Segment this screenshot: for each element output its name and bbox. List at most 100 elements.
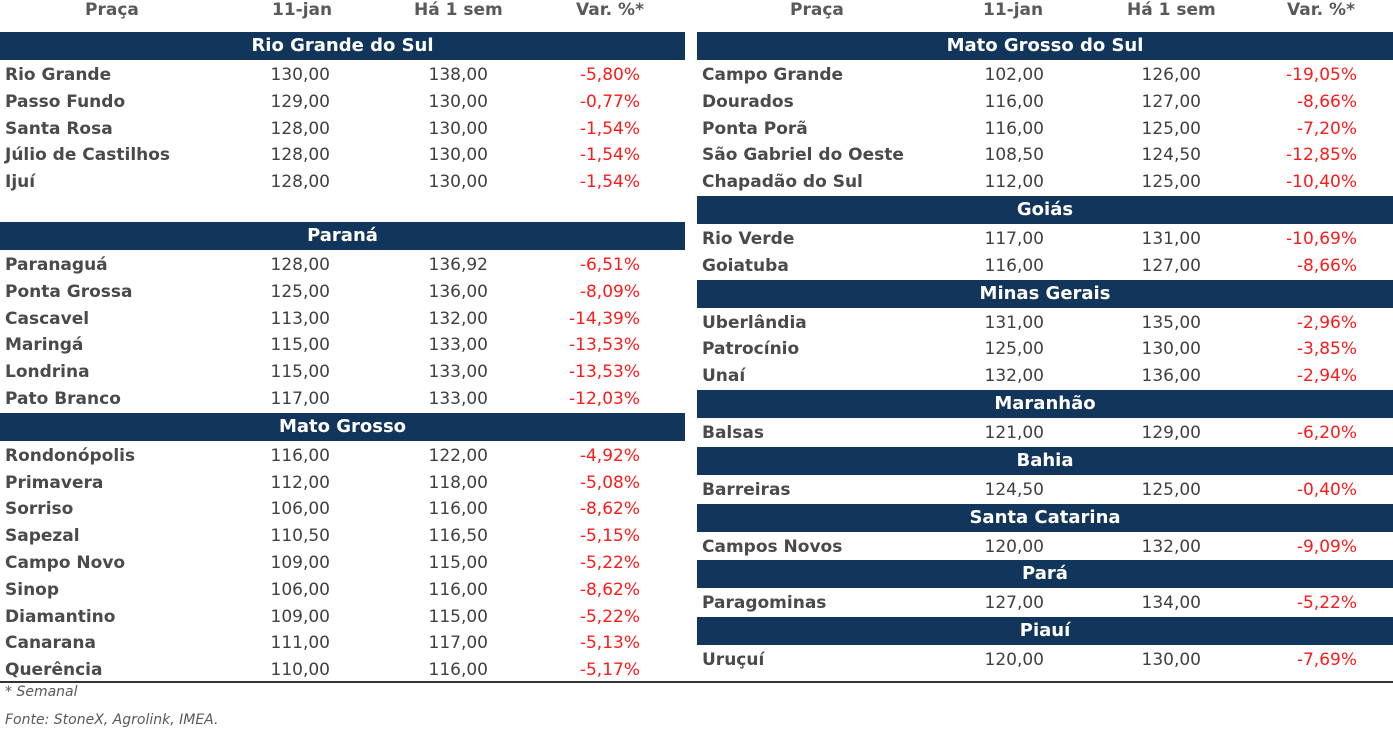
table-row: Londrina 115,00 133,00 -13,53% [0, 359, 685, 386]
price-prev-week: 130,00 [428, 172, 488, 193]
right-table-body: Mato Grosso do Sul Campo Grande 102,00 126,… [697, 32, 1393, 674]
variation-pct: -1,54% [579, 118, 640, 139]
variation-pct: -0,40% [1296, 479, 1357, 500]
price-current: 132,00 [984, 366, 1044, 387]
praca-name: Uruçuí [702, 650, 765, 671]
state-section-header: Pará [697, 560, 1393, 589]
praca-name: Rio Verde [702, 228, 795, 249]
praca-name: Unaí [702, 366, 746, 387]
table-row: Campos Novos 120,00 132,00 -9,09% [697, 534, 1393, 561]
variation-pct: -5,22% [579, 606, 640, 627]
table-row: Patrocínio 125,00 130,00 -3,85% [697, 336, 1393, 363]
table-row: Barreiras 124,50 125,00 -0,40% [697, 477, 1393, 504]
praca-name: Santa Rosa [5, 118, 113, 139]
col-praca-header: Praça [790, 0, 844, 20]
price-prev-week: 132,00 [1141, 536, 1201, 557]
table-row: Paranaguá 128,00 136,92 -6,51% [0, 252, 685, 279]
price-current: 102,00 [984, 65, 1044, 85]
bottom-rule [0, 681, 1393, 683]
praca-name: Querência [5, 660, 103, 681]
price-prev-week: 136,00 [1141, 366, 1201, 387]
price-current: 113,00 [270, 308, 330, 329]
col-date-header: 11-jan [983, 0, 1044, 20]
price-current: 131,00 [984, 312, 1044, 333]
price-current: 116,00 [984, 91, 1044, 112]
variation-pct: -4,92% [579, 445, 640, 466]
price-prev-week: 125,00 [1141, 118, 1201, 139]
table-row: Querência 110,00 116,00 -5,17% [0, 657, 685, 684]
price-prev-week: 130,00 [1141, 650, 1201, 671]
price-current: 121,00 [984, 422, 1044, 443]
price-current: 116,00 [270, 445, 330, 466]
praca-name: Campo Grande [702, 65, 844, 85]
price-prev-week: 130,00 [1141, 339, 1201, 360]
table-row: Ponta Porã 116,00 125,00 -7,20% [697, 116, 1393, 143]
table-row: Dourados 116,00 127,00 -8,66% [697, 89, 1393, 116]
praca-name: Paranaguá [5, 254, 108, 275]
variation-pct: -7,69% [1296, 650, 1357, 671]
variation-pct: -10,69% [1286, 228, 1357, 249]
variation-pct: -5,80% [579, 65, 640, 85]
footnote: * Semanal [5, 684, 78, 700]
praca-name: Canarana [5, 633, 96, 654]
praca-name: Maringá [5, 335, 84, 356]
col-prev-week-header: Há 1 sem [414, 0, 503, 20]
table-row: Diamantino 109,00 115,00 -5,22% [0, 604, 685, 631]
price-current: 117,00 [270, 388, 330, 409]
variation-pct: -5,13% [579, 633, 640, 654]
price-current: 116,00 [984, 255, 1044, 276]
price-current: 115,00 [270, 362, 330, 383]
table-row: Sinop 106,00 116,00 -8,62% [0, 577, 685, 604]
variation-pct: -3,85% [1296, 339, 1357, 360]
left-table-body: Rio Grande do Sul Rio Grande 130,00 138,00 -… [0, 32, 685, 684]
praca-name: Paragominas [702, 593, 827, 614]
price-prev-week: 116,00 [428, 660, 488, 681]
praca-name: Campos Novos [702, 536, 843, 557]
praca-name: Primavera [5, 472, 104, 493]
variation-pct: -8,62% [579, 499, 640, 520]
variation-pct: -12,85% [1286, 145, 1357, 166]
variation-pct: -9,09% [1296, 536, 1357, 557]
price-current: 108,50 [984, 145, 1044, 166]
praca-name: Ponta Grossa [5, 281, 133, 302]
price-current: 128,00 [270, 145, 330, 166]
table-row: Paragominas 127,00 134,00 -5,22% [697, 590, 1393, 617]
price-current: 120,00 [984, 650, 1044, 671]
praca-name: Sinop [5, 579, 60, 600]
price-prev-week: 129,00 [1141, 422, 1201, 443]
praca-name: Rio Grande [5, 65, 112, 85]
table-row: Chapadão do Sul 112,00 125,00 -10,40% [697, 169, 1393, 196]
table-row: Campo Grande 102,00 126,00 -19,05% [697, 62, 1393, 89]
variation-pct: -7,20% [1296, 118, 1357, 139]
price-prev-week: 131,00 [1141, 228, 1201, 249]
price-prev-week: 130,00 [428, 91, 488, 112]
right-price-table: Praça 11-jan Há 1 sem Var. %* Mato Gross… [697, 0, 1393, 674]
price-prev-week: 136,92 [428, 254, 488, 275]
praca-name: Sapezal [5, 526, 80, 547]
price-current: 112,00 [984, 172, 1044, 193]
variation-pct: -5,22% [1296, 593, 1357, 614]
price-prev-week: 133,00 [428, 335, 488, 356]
variation-pct: -8,09% [579, 281, 640, 302]
variation-pct: -2,94% [1296, 366, 1357, 387]
variation-pct: -5,08% [579, 472, 640, 493]
table-row: Júlio de Castilhos 128,00 130,00 -1,54% [0, 142, 685, 169]
table-row: Rondonópolis 116,00 122,00 -4,92% [0, 443, 685, 470]
table-row: Balsas 121,00 129,00 -6,20% [697, 420, 1393, 447]
price-prev-week: 126,00 [1141, 65, 1201, 85]
table-row: Rio Verde 117,00 131,00 -10,69% [697, 226, 1393, 253]
table-row: São Gabriel do Oeste 108,50 124,50 -12,85% [697, 142, 1393, 169]
table-row: Passo Fundo 129,00 130,00 -0,77% [0, 89, 685, 116]
praca-name: Barreiras [702, 479, 791, 500]
variation-pct: -10,40% [1286, 172, 1357, 193]
variation-pct: -5,17% [579, 660, 640, 681]
price-current: 129,00 [270, 91, 330, 112]
variation-pct: -0,77% [579, 91, 640, 112]
section-spacer [0, 196, 685, 222]
col-var-header: Var. %* [576, 0, 644, 20]
state-section-header: Mato Grosso [0, 412, 685, 441]
praca-name: Campo Novo [5, 552, 126, 573]
table-row: Uruçuí 120,00 130,00 -7,69% [697, 647, 1393, 674]
price-current: 106,00 [270, 579, 330, 600]
price-prev-week: 138,00 [428, 65, 488, 85]
